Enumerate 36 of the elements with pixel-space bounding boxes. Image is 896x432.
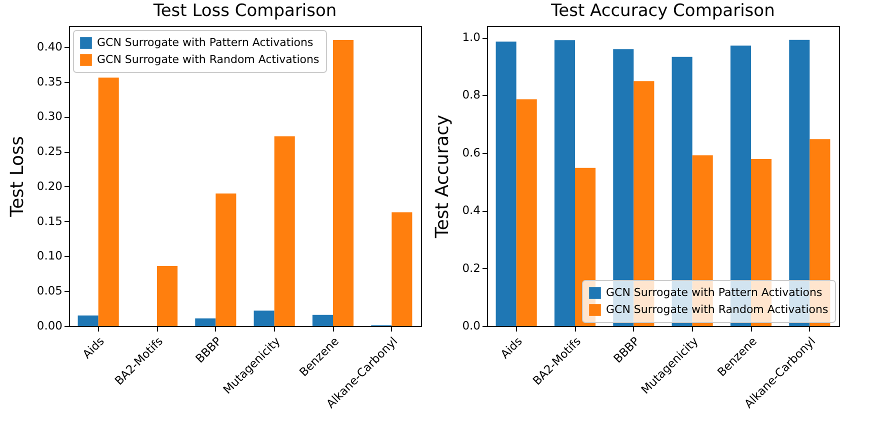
bar [516, 99, 537, 326]
y-tick-label: 0.05 [36, 284, 62, 298]
y-tick-label: 0.25 [36, 144, 62, 158]
y-tick-label: 0.35 [36, 74, 62, 88]
bar [98, 78, 119, 326]
y-tick-label: 0.15 [36, 214, 62, 228]
y-tick-label: 0.00 [36, 318, 62, 332]
y-tick-label: 0.0 [462, 318, 480, 332]
y-axis-title: Test Loss [6, 136, 28, 218]
y-tick-label: 1.0 [462, 30, 480, 44]
y-tick-label: 0.8 [462, 88, 480, 102]
y-tick-label: 0.40 [36, 39, 62, 54]
legend-label: GCN Surrogate with Pattern Activations [97, 36, 314, 49]
legend-label: GCN Surrogate with Pattern Activations [606, 286, 822, 299]
bar [195, 318, 216, 326]
bar [333, 40, 354, 326]
y-tick-label: 0.10 [36, 248, 62, 263]
bar [78, 316, 98, 326]
y-tick-label: 0.30 [36, 109, 62, 124]
chart-title: Test Loss Comparison [152, 1, 337, 21]
y-tick-label: 0.20 [36, 178, 62, 193]
bar [254, 310, 274, 326]
legend-label: GCN Surrogate with Random Activations [97, 53, 320, 66]
bar [554, 40, 575, 326]
bar [312, 314, 333, 326]
bar [392, 212, 412, 326]
y-tick-label: 0.2 [462, 260, 480, 275]
bar [274, 136, 295, 326]
y-axis-title: Test Accuracy [432, 114, 454, 240]
bar [157, 266, 178, 326]
bar [216, 193, 236, 326]
legend-label: GCN Surrogate with Random Activations [606, 303, 828, 316]
chart-title: Test Accuracy Comparison [550, 1, 775, 21]
y-tick-label: 0.6 [462, 145, 480, 160]
y-tick-label: 0.4 [462, 203, 480, 218]
bar [496, 42, 516, 326]
